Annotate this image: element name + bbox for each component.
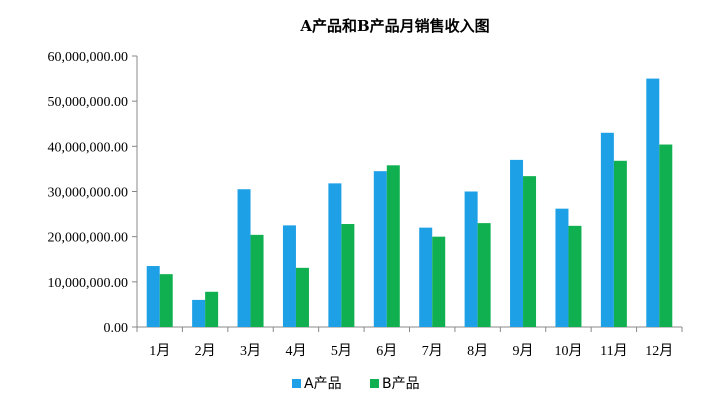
bar-A产品-9月 — [510, 159, 524, 327]
x-tick-label: 5月 — [331, 343, 352, 359]
bar-B产品-1月 — [159, 274, 173, 327]
bar-B产品-9月 — [523, 176, 537, 327]
bar-A产品-5月 — [328, 183, 342, 327]
bar-A产品-7月 — [419, 227, 433, 327]
chart-title: A产品和B产品月销售收入图 — [299, 17, 489, 35]
axes: 0.00 10,000,000.00 20,000,000.00 30,000,000… — [48, 50, 683, 359]
bar-A产品-4月 — [282, 225, 296, 327]
bar-A产品-10月 — [555, 208, 569, 327]
bar-B产品-12月 — [659, 144, 673, 327]
x-tick-label: 1月 — [149, 343, 170, 359]
x-tick-label: 9月 — [513, 343, 534, 359]
bar-B产品-8月 — [477, 223, 491, 327]
y-tick-label: 40,000,000.00 — [48, 140, 129, 155]
bar-A产品-8月 — [464, 191, 478, 327]
legend: A产品 B产品 — [292, 376, 420, 392]
x-tick-label: 12月 — [645, 343, 673, 359]
bars — [146, 78, 673, 327]
x-tick-label: 2月 — [195, 343, 216, 359]
bar-B产品-10月 — [568, 225, 582, 327]
bar-A产品-6月 — [373, 171, 387, 327]
bar-B产品-11月 — [613, 160, 627, 327]
legend-label: A产品 — [304, 376, 342, 392]
bar-A产品-11月 — [600, 132, 614, 327]
bar-A产品-12月 — [646, 78, 660, 327]
y-tick-label: 0.00 — [104, 321, 129, 336]
legend-label: B产品 — [382, 376, 420, 392]
y-tick-label: 20,000,000.00 — [48, 231, 129, 246]
bar-A产品-3月 — [237, 189, 251, 327]
x-tick-label: 11月 — [600, 343, 627, 359]
x-tick-label: 7月 — [422, 343, 443, 359]
bar-B产品-3月 — [250, 234, 264, 327]
bar-B产品-5月 — [341, 224, 355, 327]
x-tick-label: 3月 — [240, 343, 261, 359]
x-tick-label: 4月 — [285, 343, 306, 359]
x-tick-label: 10月 — [554, 343, 582, 359]
legend-swatch — [370, 379, 379, 388]
x-tick-label: 8月 — [467, 343, 488, 359]
legend-swatch — [292, 379, 301, 388]
bar-B产品-4月 — [295, 267, 309, 327]
bar-B产品-7月 — [432, 236, 446, 327]
bar-A产品-2月 — [192, 299, 206, 327]
bar-B产品-2月 — [205, 291, 219, 327]
y-tick-label: 10,000,000.00 — [48, 276, 129, 291]
y-tick-label: 50,000,000.00 — [48, 95, 129, 110]
y-tick-label: 60,000,000.00 — [48, 50, 129, 65]
bar-B产品-6月 — [386, 165, 400, 327]
y-tick-label: 30,000,000.00 — [48, 186, 129, 201]
x-tick-label: 6月 — [376, 343, 397, 359]
bar-A产品-1月 — [146, 266, 160, 327]
